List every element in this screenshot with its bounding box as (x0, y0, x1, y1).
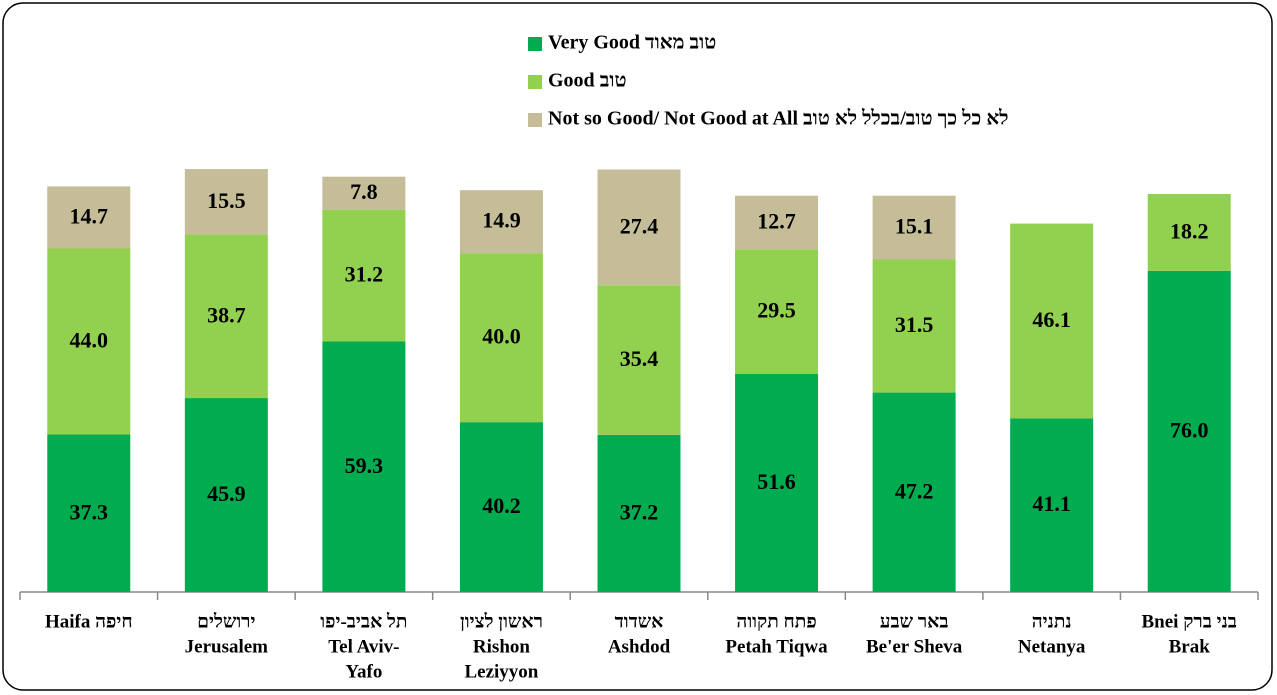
data-label: 35.4 (620, 346, 659, 371)
data-label: 47.2 (895, 478, 934, 503)
bar-segment (1147, 270, 1231, 592)
data-label: 15.1 (895, 214, 934, 239)
bar-segment (184, 398, 268, 592)
legend-swatch (528, 37, 542, 51)
x-tick-label: Rishon (473, 636, 530, 657)
x-tick-label: באר שבע (880, 611, 949, 632)
data-label: 38.7 (207, 302, 246, 327)
bar-segment (459, 190, 543, 254)
x-tick-label: Leziyyon (464, 661, 538, 682)
data-label: 45.9 (207, 481, 246, 506)
x-tick-label: Netanya (1018, 636, 1086, 657)
data-label: 27.4 (620, 213, 659, 238)
bar-segment (459, 422, 543, 592)
bar-segment (47, 248, 131, 435)
data-label: 37.2 (620, 499, 659, 524)
data-label: 29.5 (757, 298, 796, 323)
bar-segment (184, 169, 268, 235)
bar-segment (1010, 418, 1094, 592)
data-label: 7.8 (350, 179, 378, 204)
bar-segment (47, 186, 131, 249)
x-tick-label: Ashdod (608, 636, 671, 657)
bar-segment (597, 434, 681, 592)
data-label: 31.2 (345, 262, 384, 287)
data-label: 15.5 (207, 188, 246, 213)
bar-segment (47, 434, 131, 592)
x-tick-label: Haifa חיפה (45, 611, 133, 632)
bar-segment (1010, 223, 1094, 419)
x-tick-label: Be'er Sheva (866, 636, 963, 657)
data-label: 12.7 (757, 209, 796, 234)
bar-segment (597, 169, 681, 286)
data-label: 46.1 (1032, 307, 1071, 332)
bar-segment (1147, 194, 1231, 271)
x-tick-label: נתניה (1032, 611, 1072, 632)
data-label: 76.0 (1170, 417, 1209, 442)
legend-swatch (528, 113, 542, 127)
legend-label: Very Good טוב מאוד (548, 32, 716, 54)
x-tick-label: תל אביב-יפו (320, 611, 407, 632)
bar-segment (735, 249, 819, 374)
x-tick-label: Tel Aviv- (328, 636, 399, 657)
legend-label: Not so Good/ Not Good at All לא כל כך טו… (548, 108, 1009, 130)
data-label: 44.0 (70, 328, 109, 353)
legend-swatch (528, 75, 542, 89)
bar-segment (735, 195, 819, 250)
x-tick-label: ירושלים (197, 611, 255, 632)
bar-segment (459, 253, 543, 423)
bar-segment (597, 285, 681, 435)
data-label: 31.5 (895, 312, 934, 337)
bar-segment (322, 176, 406, 210)
x-tick-label: פתח תקווה (736, 611, 816, 632)
x-tick-label: ראשון לציון (460, 611, 543, 632)
data-label: 41.1 (1032, 491, 1071, 516)
x-tick-label: Petah Tiqwa (725, 636, 828, 657)
data-label: 18.2 (1170, 218, 1209, 243)
bar-segment (872, 259, 956, 393)
data-label: 14.9 (482, 208, 521, 233)
x-tick-label: Jerusalem (185, 636, 269, 657)
bar-segment (184, 234, 268, 399)
x-tick-label: Brak (1169, 636, 1211, 657)
data-label: 59.3 (345, 453, 384, 478)
bar-segment (872, 392, 956, 592)
x-tick-label: Yafo (345, 661, 382, 682)
bar-segment (735, 373, 819, 592)
bar-segment (872, 195, 956, 260)
legend-label: Good טוב (548, 70, 627, 92)
data-label: 51.6 (757, 469, 796, 494)
data-label: 40.0 (482, 324, 521, 349)
bar-segment (322, 341, 406, 592)
data-label: 40.2 (482, 493, 521, 518)
data-label: 37.3 (70, 499, 109, 524)
x-tick-label: אשדוד (615, 611, 664, 632)
data-label: 14.7 (70, 204, 109, 229)
bar-segment (322, 209, 406, 342)
x-tick-label: Bnei בני ברק (1142, 611, 1237, 632)
